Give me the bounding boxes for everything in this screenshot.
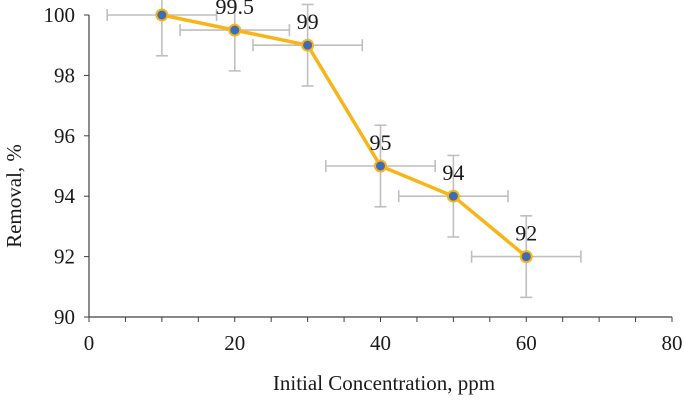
data-labels: 100 99.5 99 95 94 92 [145,0,537,246]
data-point [155,8,169,22]
x-ticks: 0 20 40 60 80 [84,317,683,355]
data-point [228,23,242,37]
x-axis-title: Initial Concentration, ppm [273,371,495,395]
x-tick-label: 40 [370,331,391,355]
data-label: 92 [515,221,537,246]
error-bars [106,0,582,299]
data-point [446,189,460,203]
data-point [374,159,387,173]
x-tick-label: 20 [224,331,245,355]
x-tick-label: 80 [662,331,683,355]
data-markers [155,8,533,264]
y-tick-label: 98 [54,63,75,87]
data-label: 99.5 [216,0,255,19]
series-line [161,13,528,258]
series-removal [161,13,528,258]
y-tick-label: 94 [54,184,76,208]
data-label: 94 [442,160,464,185]
data-point [519,250,533,264]
y-tick-label: 100 [44,3,76,27]
y-tick-label: 96 [54,124,75,148]
y-tick-label: 90 [54,305,75,329]
x-tick-label: 60 [516,331,537,355]
data-label: 95 [370,130,392,155]
y-ticks: 90 92 94 96 98 100 [44,3,89,329]
y-tick-label: 92 [54,245,75,269]
data-point [301,38,315,52]
data-label: 99 [297,9,319,34]
x-tick-label: 0 [84,331,95,355]
y-axis-title: Removal, % [2,144,26,248]
data-label: 100 [145,0,178,4]
